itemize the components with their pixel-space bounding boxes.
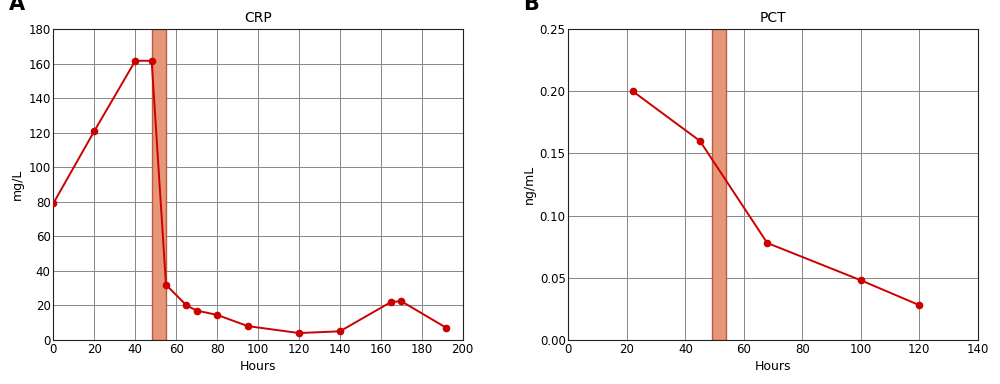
Title: PCT: PCT [760,11,786,25]
X-axis label: Hours: Hours [755,360,791,373]
Title: CRP: CRP [244,11,272,25]
Text: A: A [8,0,25,14]
Y-axis label: ng/mL: ng/mL [522,165,535,204]
Text: B: B [523,0,539,14]
Bar [152,29,166,340]
X-axis label: Hours: Hours [240,360,276,373]
Bar [712,29,726,340]
Y-axis label: mg/L: mg/L [11,169,24,200]
